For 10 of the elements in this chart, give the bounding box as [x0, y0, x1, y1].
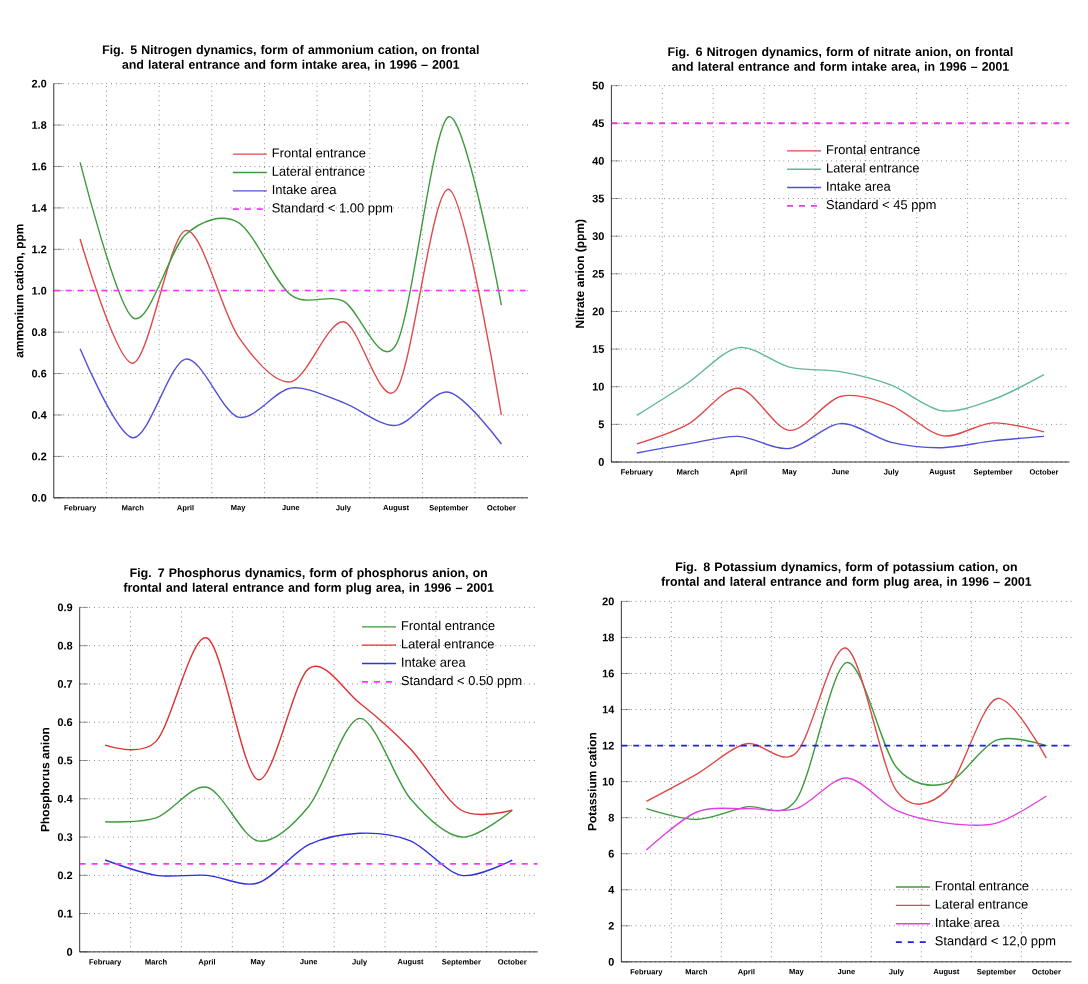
- line-series: [636, 423, 1045, 454]
- line-series: [636, 346, 1045, 417]
- line-series: [79, 188, 503, 416]
- line-series: [79, 348, 503, 445]
- line-series: [636, 387, 1045, 445]
- line-series: [104, 832, 513, 885]
- line-series: [645, 647, 1048, 805]
- line-series: [104, 717, 513, 842]
- line-series: [645, 662, 1048, 821]
- line-series: [645, 777, 1048, 851]
